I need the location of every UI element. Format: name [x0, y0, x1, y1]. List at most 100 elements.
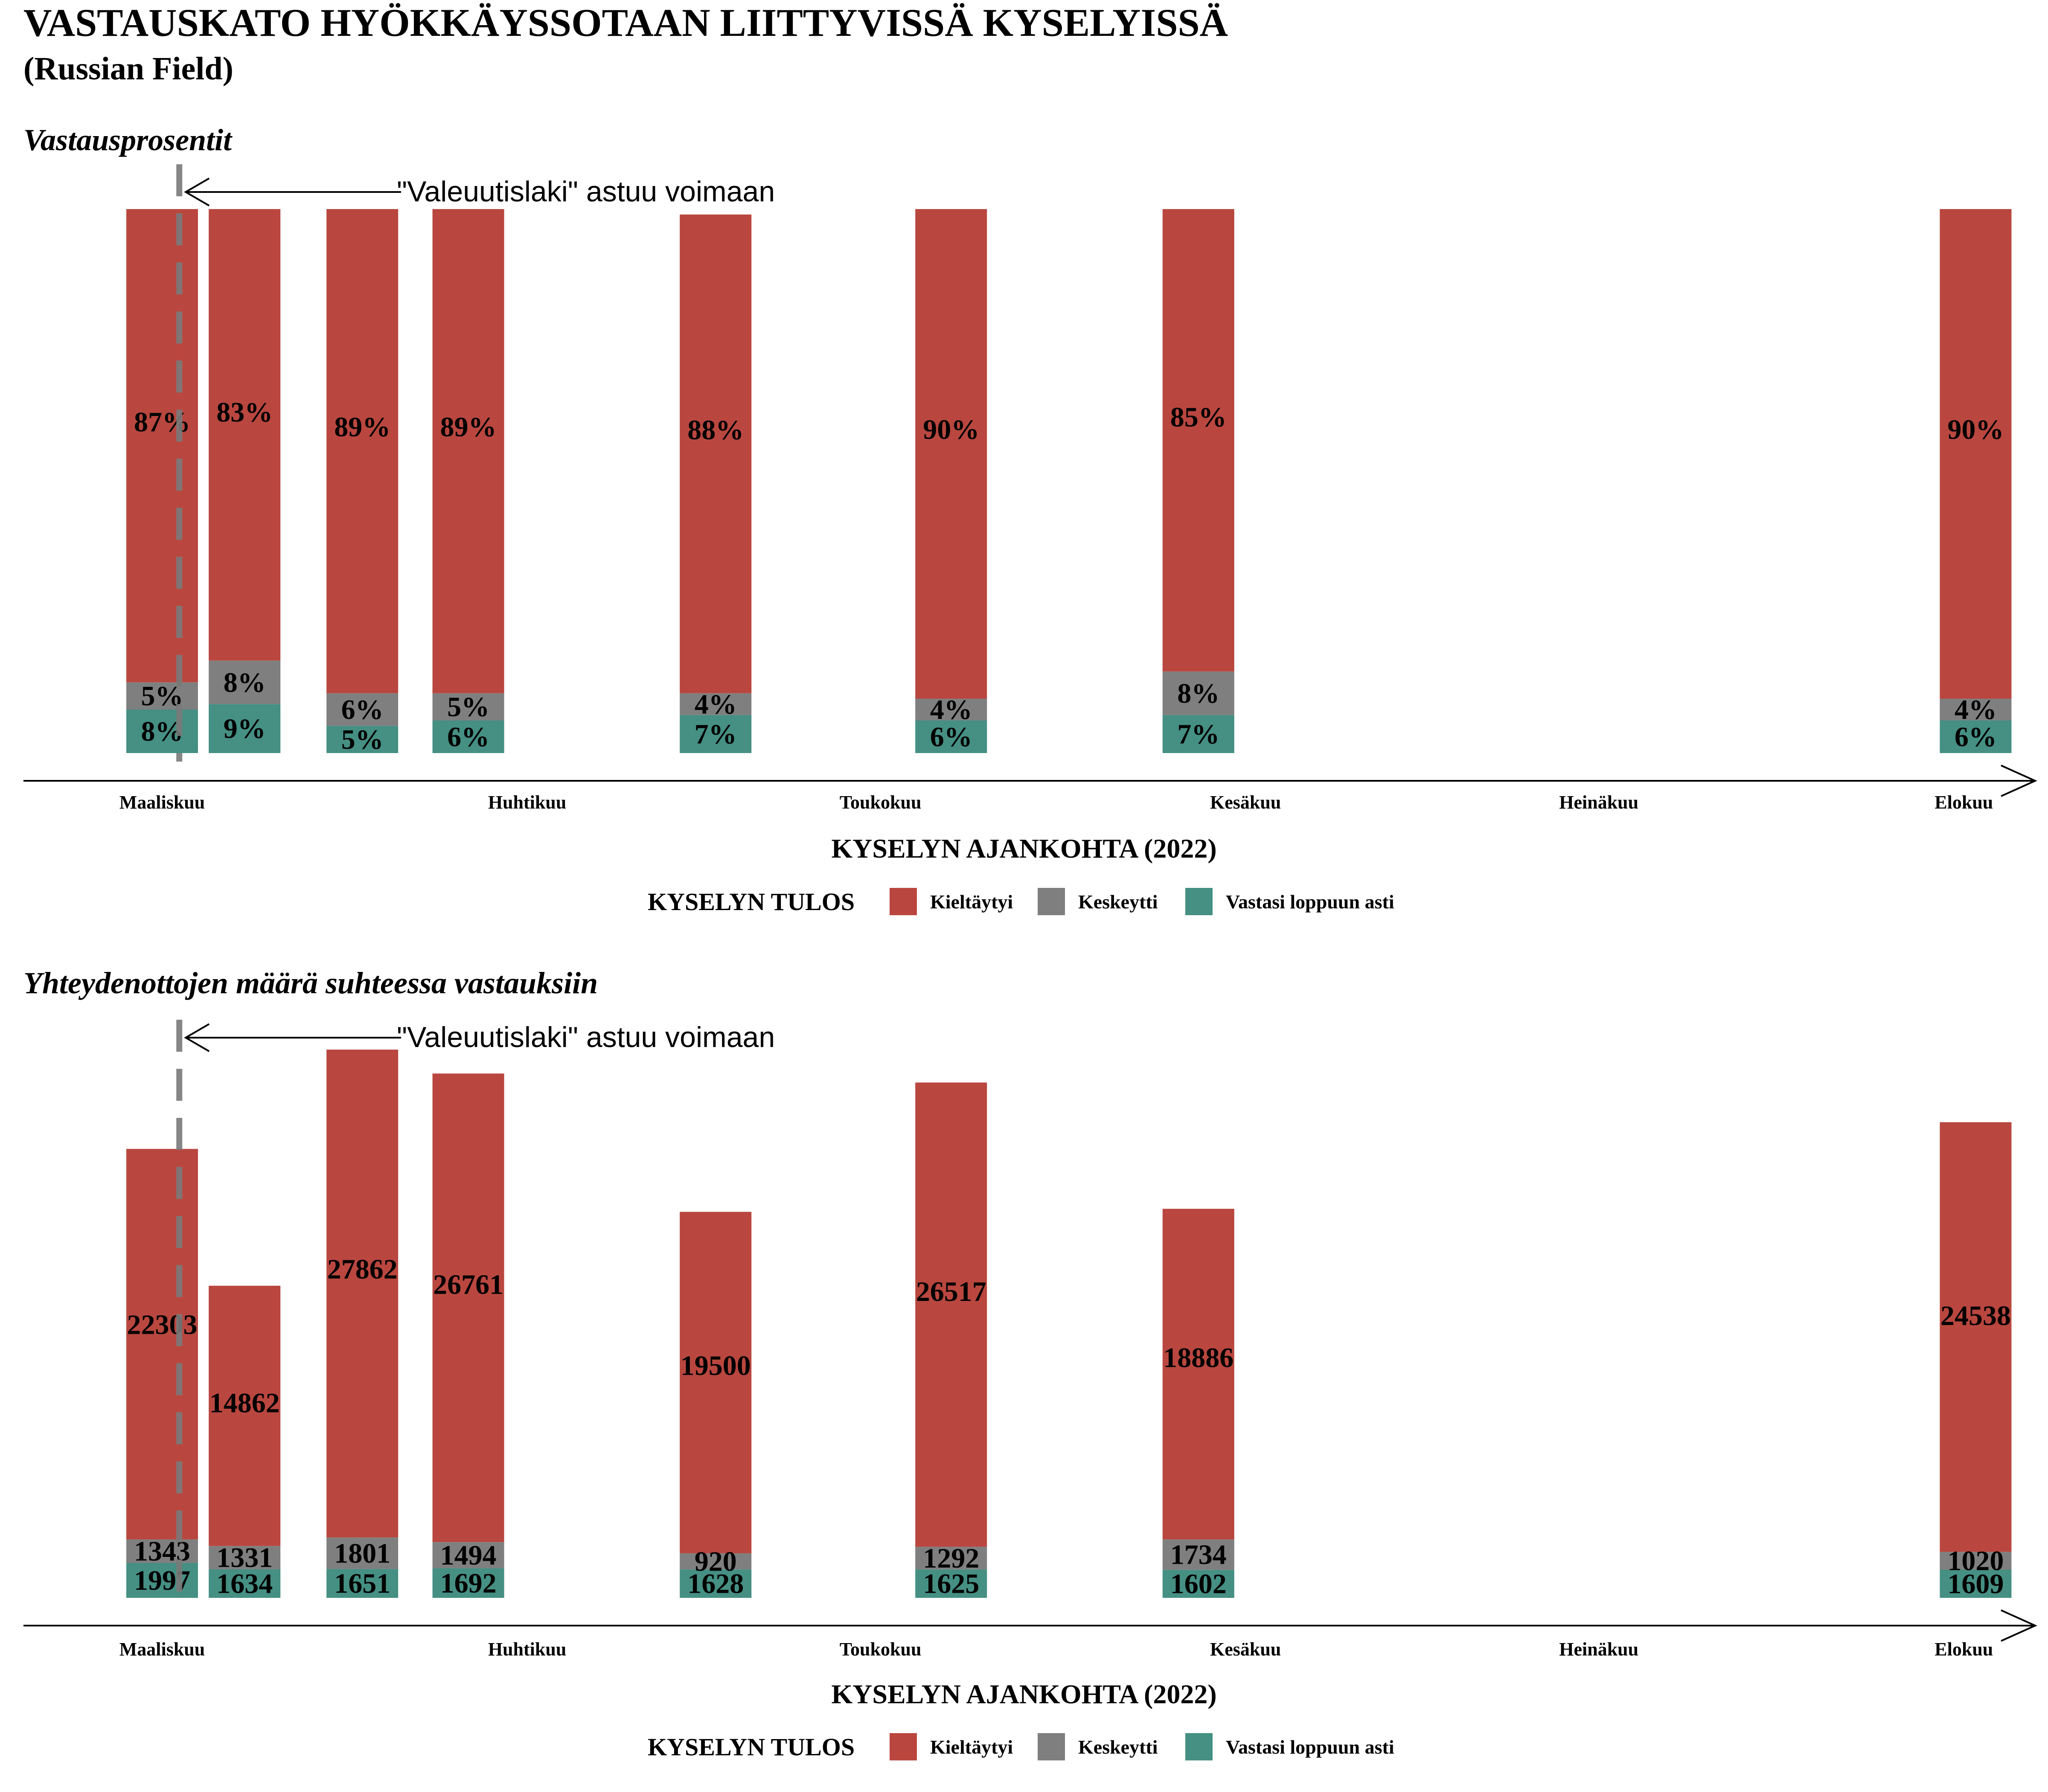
data-label: 85%	[1170, 402, 1227, 433]
x-tick-label: Elokuu	[1935, 1639, 1993, 1660]
bar-segment	[432, 1073, 504, 1542]
data-label: 14862	[209, 1388, 280, 1419]
data-label: 90%	[1947, 414, 2004, 445]
bar-segment	[1940, 698, 2012, 721]
legend-title: KYSELYN TULOS	[648, 888, 855, 916]
x-axis-title: KYSELYN AJANKOHTA (2022)	[831, 1679, 1216, 1709]
data-label: 1634	[216, 1568, 273, 1599]
x-axis-arrowhead	[2001, 765, 2037, 797]
annotation-text: "Valeuutislaki" astuu voimaan	[397, 175, 775, 208]
bar-segment	[1940, 720, 2012, 753]
legend-swatch	[1038, 1733, 1065, 1760]
data-label: 89%	[440, 412, 497, 443]
panel-title: Yhteydenottojen määrä suhteessa vastauks…	[23, 966, 598, 1000]
x-axis-title: KYSELYN AJANKOHTA (2022)	[831, 833, 1216, 864]
bar-segment	[1162, 1209, 1234, 1540]
chart-title: VASTAUSKATO HYÖKKÄYSSOTAAN LIITTYVISSÄ K…	[23, 1, 1228, 44]
data-label: 6%	[341, 694, 384, 725]
x-tick-label: Heinäkuu	[1559, 792, 1638, 813]
data-label: 8%	[1177, 678, 1219, 709]
x-tick-label: Toukokuu	[840, 1639, 922, 1660]
data-label: 1292	[923, 1543, 979, 1574]
bar-segment	[126, 710, 198, 753]
bar-segment	[326, 1569, 399, 1598]
data-label: 26761	[433, 1269, 503, 1300]
bar-segment	[126, 209, 198, 683]
data-label: 8%	[141, 716, 183, 747]
bar-segment	[1162, 1570, 1234, 1598]
data-label: 4%	[1955, 694, 1997, 725]
bar-segment	[1940, 209, 2012, 699]
bar-segment	[680, 715, 752, 753]
bar-segment	[915, 698, 987, 721]
legend-label: Keskeytti	[1078, 1736, 1158, 1758]
data-label: 1494	[440, 1540, 497, 1571]
data-label: 26517	[916, 1276, 986, 1307]
bar-segment	[126, 1149, 198, 1539]
data-label: 89%	[334, 412, 390, 443]
bar-segment	[1162, 715, 1234, 753]
data-label: 1651	[334, 1568, 390, 1599]
bar-segment	[432, 209, 504, 693]
data-label: 18886	[1163, 1342, 1233, 1373]
legend-swatch	[890, 888, 917, 915]
bar-segment	[680, 693, 752, 715]
x-tick-label: Elokuu	[1935, 792, 1993, 813]
bar-segment	[1162, 1539, 1234, 1570]
data-label: 1020	[1947, 1545, 2004, 1577]
legend-label: Kieltäytyi	[930, 1736, 1013, 1758]
bar-segment	[915, 1547, 987, 1570]
bar-segment	[432, 720, 504, 753]
legend-label: Keskeytti	[1078, 891, 1158, 913]
bar-segment	[915, 720, 987, 753]
data-label: 4%	[930, 694, 972, 725]
bar-segment	[432, 1568, 504, 1598]
data-label: 5%	[447, 692, 489, 723]
data-label: 1628	[687, 1568, 744, 1600]
data-label: 1734	[1170, 1539, 1227, 1571]
bar-segment	[432, 693, 504, 721]
chart-subtitle: (Russian Field)	[23, 51, 233, 87]
legend-swatch	[1185, 1733, 1213, 1760]
bar-segment	[915, 1569, 987, 1598]
bar-segment	[915, 209, 987, 699]
legend: KYSELYN TULOS Kieltäytyi Keskeytti Vastasi …	[648, 1733, 1394, 1761]
bar-segment	[1162, 671, 1234, 715]
x-tick-label: Kesäkuu	[1210, 1639, 1281, 1660]
x-tick-label: Huhtikuu	[488, 792, 566, 813]
data-label: 6%	[930, 721, 972, 753]
data-label: 27862	[327, 1254, 398, 1285]
bar-segment	[915, 1082, 987, 1547]
annotation-text: "Valeuutislaki" astuu voimaan	[397, 1021, 775, 1053]
x-tick-label: Huhtikuu	[488, 1639, 566, 1660]
data-label: 7%	[1177, 719, 1219, 750]
legend-label: Kieltäytyi	[930, 891, 1013, 913]
bar-segment	[209, 660, 281, 704]
x-tick-label: Toukokuu	[840, 792, 922, 813]
bar-segment	[1940, 1552, 2012, 1570]
annotation-arrowhead	[184, 1023, 210, 1052]
x-axis-arrowhead	[2001, 1609, 2037, 1642]
panel-response-percentages: Vastausprosentit8%5%87%9%8%83%5%6%89%6%5…	[23, 123, 2037, 916]
bar-segment	[1940, 1569, 2012, 1598]
bar-segment	[680, 1569, 752, 1598]
data-label: 8%	[224, 667, 266, 698]
data-label: 9%	[224, 713, 266, 745]
data-label: 6%	[447, 721, 489, 753]
data-label: 1801	[334, 1538, 390, 1569]
bar-segment	[326, 726, 399, 753]
bar-segment	[126, 1563, 198, 1598]
bar-segment	[326, 693, 399, 726]
legend-swatch	[1185, 888, 1213, 915]
x-tick-label: Maaliskuu	[119, 792, 205, 813]
data-label: 22303	[127, 1309, 198, 1341]
bar-segment	[209, 1546, 281, 1569]
bar-segment	[326, 1537, 399, 1569]
bar-segment	[209, 1286, 281, 1546]
bar-segment	[126, 682, 198, 710]
data-label: 6%	[1955, 721, 1997, 753]
panel-contact-counts: Yhteydenottojen määrä suhteessa vastauks…	[23, 966, 2037, 1761]
x-tick-label: Maaliskuu	[119, 1639, 205, 1660]
data-label: 920	[695, 1546, 737, 1577]
